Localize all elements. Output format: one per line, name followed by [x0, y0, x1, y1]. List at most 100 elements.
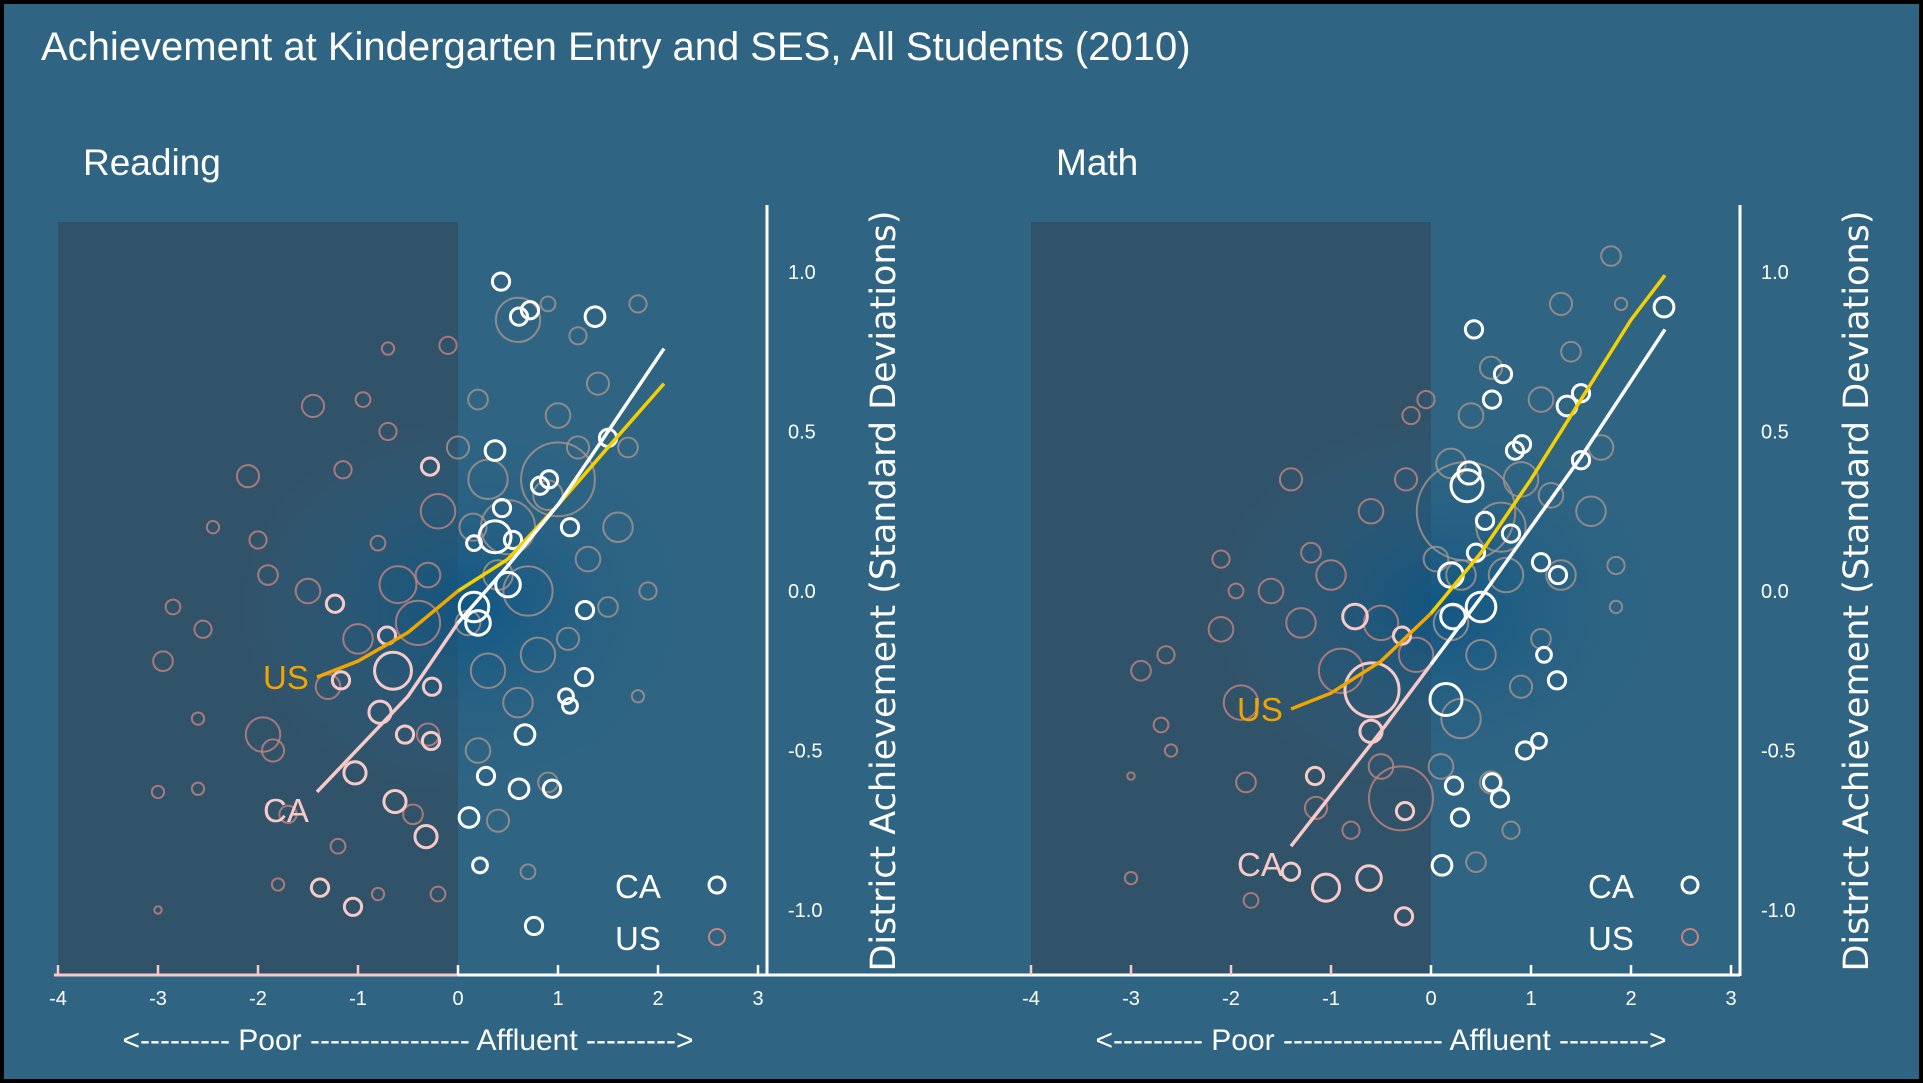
us-point — [1475, 501, 1527, 553]
us-point — [519, 636, 557, 674]
x-tick-label: -1 — [1322, 988, 1340, 1010]
us-point — [1222, 684, 1260, 721]
us-point — [193, 619, 213, 639]
us-point — [1303, 795, 1329, 820]
ca-point — [574, 600, 596, 621]
ca-point — [508, 306, 530, 327]
ca-point — [373, 650, 413, 691]
us-point — [152, 650, 174, 673]
us-point — [1527, 386, 1555, 413]
ca-point — [1456, 460, 1482, 486]
us-point — [1445, 559, 1477, 591]
ca-point — [1514, 740, 1536, 761]
us-point — [628, 294, 648, 314]
x-tick-label: -3 — [1122, 988, 1140, 1010]
x-tick-label: 0 — [1425, 988, 1436, 1010]
ca-fit-label: CA — [263, 792, 309, 829]
x-tick-label: 3 — [1725, 988, 1736, 1010]
ca-point — [1355, 864, 1383, 892]
us-point — [555, 626, 581, 651]
us-point — [1156, 645, 1176, 665]
ca-point — [1530, 732, 1548, 750]
us-point — [419, 493, 457, 530]
legend-marker-us — [1681, 928, 1699, 946]
us-point — [380, 341, 396, 356]
x-tick-label: -4 — [49, 988, 67, 1010]
legend-label-us: US — [615, 920, 661, 957]
ca-fit-label: CA — [1237, 846, 1283, 883]
x-tick-label: -2 — [1222, 988, 1240, 1010]
us-point — [205, 520, 221, 535]
x-tick-label: -4 — [1022, 988, 1040, 1010]
legend: CA US — [615, 868, 727, 957]
ca-point — [1430, 854, 1454, 877]
us-point — [464, 737, 492, 764]
us-point — [257, 564, 279, 586]
us-point — [502, 686, 534, 719]
x-tick-label: -3 — [149, 988, 167, 1010]
us-point — [458, 512, 488, 542]
ca-point — [1463, 319, 1485, 340]
y-tick-label: 0.5 — [788, 422, 816, 444]
us-point — [617, 436, 639, 459]
ca-point — [1341, 602, 1369, 631]
x-tick-label: -2 — [249, 988, 267, 1010]
ca-point — [324, 593, 346, 614]
us-fit-line-poor — [316, 589, 460, 679]
ca-point — [1535, 645, 1553, 664]
ca-point — [1393, 906, 1415, 927]
us-point — [544, 402, 572, 429]
us-point — [467, 388, 489, 411]
ca-point — [483, 439, 507, 462]
legend-marker-ca — [1680, 875, 1700, 895]
ca-point — [1481, 389, 1503, 410]
ca-point — [523, 915, 545, 937]
panel-math: Math US CA -4 -3 -2 -1 0 1 2 3 1.0 0.5 0.0 -0.5 -1.0 <--… — [767, 142, 1877, 1057]
ca-point — [1391, 625, 1413, 646]
us-point — [1606, 555, 1626, 576]
y-axis-label: District Achievement (Standard Deviation… — [864, 210, 904, 971]
panel-reading: Reading US CA -4 -3 -2 -1 0 1 2 3 1.0 0.5 0.0 -0.5 -1.0… — [49, 142, 904, 1057]
us-point — [1368, 765, 1434, 832]
x-tick-label: 1 — [552, 988, 563, 1010]
y-tick-label: 0.5 — [1761, 422, 1789, 444]
us-point — [164, 598, 182, 616]
ca-point — [561, 696, 579, 715]
us-point — [1341, 820, 1361, 840]
us-point — [539, 295, 557, 313]
us-point — [1163, 743, 1179, 758]
us-point — [1600, 245, 1622, 267]
ca-point — [1481, 772, 1503, 793]
us-point — [585, 371, 611, 396]
us-point — [485, 808, 511, 833]
us-point — [1126, 771, 1136, 781]
us-point — [278, 804, 298, 824]
ca-point — [1570, 450, 1592, 471]
us-point — [342, 623, 374, 655]
us-point — [1575, 495, 1607, 528]
y-tick-label: -1.0 — [788, 900, 822, 922]
us-point — [190, 711, 206, 726]
x-tick-label: 2 — [1625, 988, 1636, 1010]
panel-title: Reading — [83, 142, 221, 183]
us-point — [1537, 482, 1565, 509]
us-point — [502, 565, 554, 617]
y-tick-label: -0.5 — [1761, 741, 1795, 763]
us-point — [415, 722, 441, 747]
us-point — [638, 581, 658, 601]
ca-point — [464, 609, 492, 637]
us-point — [602, 511, 634, 543]
ca-point — [507, 777, 531, 801]
ca-point — [421, 676, 443, 697]
us-point — [1357, 497, 1385, 525]
us-point — [1300, 541, 1322, 564]
us-series — [1123, 245, 1629, 909]
us-point — [378, 565, 418, 605]
x-tick-label: 1 — [1525, 988, 1536, 1010]
panel-title: Math — [1056, 142, 1138, 183]
x-tick-label: -1 — [349, 988, 367, 1010]
ca-point — [382, 788, 408, 815]
ca-point — [491, 497, 513, 519]
ca-point — [494, 570, 522, 599]
us-point — [329, 837, 347, 855]
